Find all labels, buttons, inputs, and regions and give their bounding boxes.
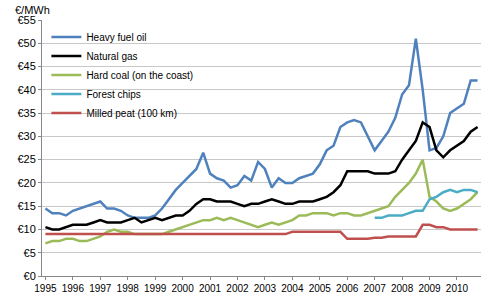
svg-text:Natural gas: Natural gas — [86, 51, 137, 62]
svg-text:1999: 1999 — [144, 283, 167, 294]
svg-text:2003: 2003 — [254, 283, 277, 294]
svg-text:€0: €0 — [24, 270, 36, 282]
svg-text:2010: 2010 — [446, 283, 469, 294]
svg-text:2008: 2008 — [391, 283, 414, 294]
svg-text:€35: €35 — [17, 107, 35, 119]
svg-text:1995: 1995 — [34, 283, 57, 294]
svg-text:2005: 2005 — [309, 283, 332, 294]
svg-text:€50: €50 — [17, 37, 35, 49]
svg-text:2007: 2007 — [364, 283, 387, 294]
svg-text:€10: €10 — [17, 223, 35, 235]
svg-text:€15: €15 — [17, 200, 35, 212]
svg-text:€20: €20 — [17, 177, 35, 189]
svg-text:€55: €55 — [17, 14, 35, 26]
svg-text:2000: 2000 — [171, 283, 194, 294]
svg-text:2002: 2002 — [226, 283, 249, 294]
svg-text:€40: €40 — [17, 84, 35, 96]
svg-text:1996: 1996 — [62, 283, 85, 294]
svg-text:€/MWh: €/MWh — [15, 4, 50, 16]
svg-text:Forest chips: Forest chips — [86, 89, 140, 100]
svg-text:Hard coal (on the coast): Hard coal (on the coast) — [86, 70, 193, 81]
svg-text:€5: €5 — [24, 247, 36, 259]
svg-text:2004: 2004 — [281, 283, 304, 294]
svg-text:2006: 2006 — [336, 283, 359, 294]
svg-text:€30: €30 — [17, 130, 35, 142]
svg-text:Heavy fuel oil: Heavy fuel oil — [86, 32, 146, 43]
svg-text:Milled peat (100 km): Milled peat (100 km) — [86, 108, 177, 119]
svg-text:2009: 2009 — [418, 283, 441, 294]
svg-text:€25: €25 — [17, 153, 35, 165]
svg-text:€45: €45 — [17, 60, 35, 72]
svg-text:1997: 1997 — [89, 283, 112, 294]
svg-text:2001: 2001 — [199, 283, 222, 294]
svg-text:1998: 1998 — [117, 283, 140, 294]
